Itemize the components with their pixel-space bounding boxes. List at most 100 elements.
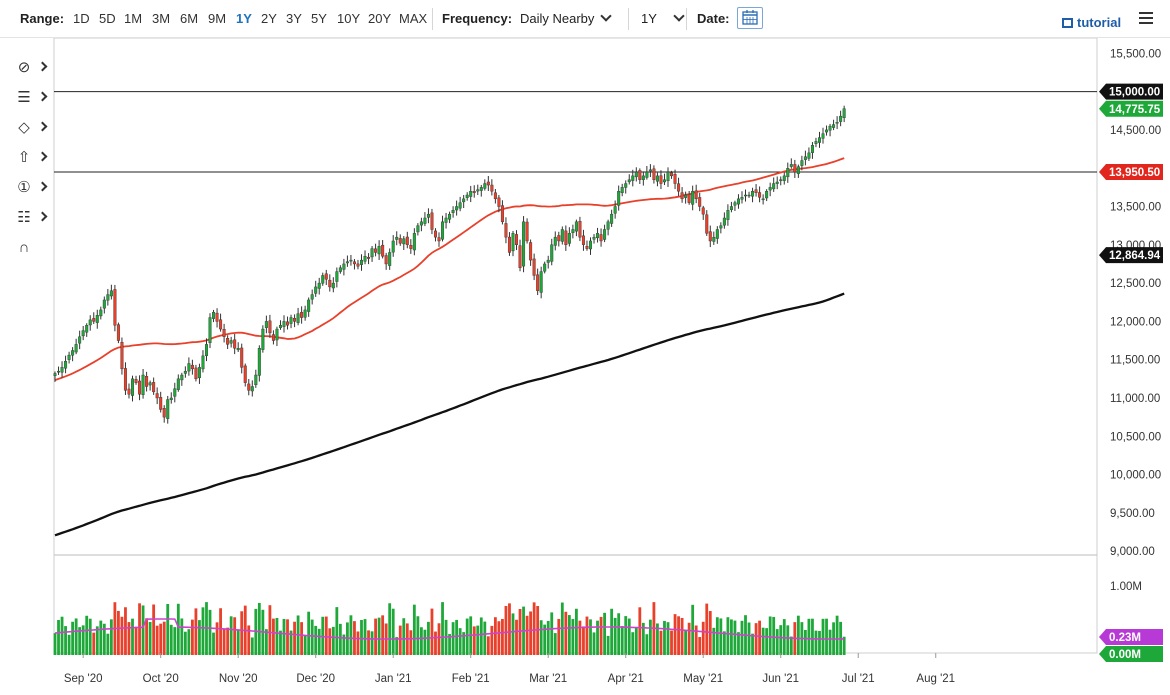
candle-body: [377, 246, 381, 255]
volume-bar: [314, 625, 318, 655]
volume-bar: [159, 623, 163, 655]
candle-body: [95, 315, 99, 323]
y-tick-label: 10,000.00: [1110, 470, 1161, 482]
candle-body: [701, 207, 705, 215]
volume-bar: [553, 633, 557, 655]
range-10y[interactable]: 10Y: [337, 11, 361, 26]
frequency-select[interactable]: Daily Nearby: [520, 10, 613, 26]
range-5d[interactable]: 5D: [99, 11, 116, 26]
range-6m[interactable]: 6M: [180, 11, 199, 26]
volume-bar: [430, 608, 434, 655]
candle-body: [736, 198, 740, 205]
candle-body: [772, 183, 776, 190]
candle-body: [504, 223, 508, 238]
candle-body: [282, 321, 286, 327]
price-tag-bg: [1099, 247, 1163, 264]
x-tick-label: Oct '20: [143, 673, 179, 685]
volume-bar: [402, 618, 406, 655]
volume-bar: [825, 618, 828, 655]
volume-bar: [786, 625, 790, 655]
candle-body: [666, 171, 670, 182]
range-20y[interactable]: 20Y: [368, 11, 392, 26]
range-2y[interactable]: 2Y: [261, 11, 277, 26]
volume-bar: [395, 637, 399, 655]
volume-bar: [71, 621, 75, 655]
range-max[interactable]: MAX: [399, 11, 428, 26]
volume-bar: [264, 629, 268, 655]
candle-body: [412, 233, 416, 251]
volume-bar: [272, 618, 275, 655]
volume-bar: [638, 607, 642, 655]
volume-bar: [730, 619, 733, 655]
range-9m[interactable]: 9M: [208, 11, 227, 26]
volume-bar: [419, 627, 423, 655]
candle-body: [145, 376, 149, 387]
period-select[interactable]: 1Y: [641, 10, 685, 26]
candle-body: [814, 141, 818, 144]
range-1d[interactable]: 1D: [73, 11, 90, 26]
candle-body: [247, 383, 251, 391]
volume-bar: [613, 617, 617, 655]
chart-area[interactable]: 15,500.0015,000.0014,500.0013,500.0013,0…: [0, 38, 1170, 695]
candle-body: [670, 172, 674, 177]
menu-button[interactable]: [1139, 12, 1153, 26]
volume-bar: [162, 621, 166, 655]
volume-bar: [187, 629, 191, 655]
tool-arrow[interactable]: ⇧: [10, 146, 50, 170]
date-picker-button[interactable]: [737, 7, 763, 29]
candle-body: [557, 235, 561, 242]
candle-body: [342, 263, 346, 270]
volume-bar: [455, 619, 459, 655]
price-tag-bg: [1099, 83, 1163, 100]
range-1m[interactable]: 1M: [124, 11, 143, 26]
candle-body: [507, 236, 511, 253]
volume-bar: [663, 620, 666, 655]
x-tick-label: Apr '21: [608, 673, 644, 685]
volume-bar: [180, 618, 184, 655]
candle-body: [204, 344, 208, 357]
candle-body: [786, 168, 790, 178]
volume-bar: [124, 607, 127, 655]
tool-crosshair[interactable]: ⊘: [10, 56, 50, 80]
volume-bar: [775, 629, 779, 655]
tool-trendline[interactable]: ☰: [10, 86, 50, 110]
tool-annotation[interactable]: ①: [10, 176, 50, 200]
candle-body: [338, 267, 342, 272]
volume-bar: [141, 605, 145, 655]
candle-body: [560, 229, 564, 242]
range-3y[interactable]: 3Y: [286, 11, 302, 26]
tool-fibonacci[interactable]: ☷: [10, 206, 50, 230]
volume-bar: [811, 618, 814, 655]
candle-body: [352, 261, 356, 265]
tool-magnet[interactable]: ∩: [10, 236, 50, 260]
tool-shape[interactable]: ◇: [10, 116, 50, 140]
candle-body: [617, 190, 621, 206]
volume-bar: [310, 619, 314, 655]
candle-body: [687, 194, 691, 203]
range-3m[interactable]: 3M: [152, 11, 171, 26]
volume-bar: [606, 635, 610, 655]
volume-bar: [508, 603, 511, 655]
volume-bar: [416, 616, 420, 655]
candle-body: [314, 286, 318, 294]
volume-bar: [828, 629, 832, 655]
range-5y[interactable]: 5Y: [311, 11, 327, 26]
range-1y[interactable]: 1Y: [236, 11, 252, 26]
candle-body: [423, 217, 427, 224]
volume-bar: [620, 625, 624, 655]
candle-body: [264, 321, 268, 328]
range-label: Range:: [20, 11, 65, 26]
candle-body: [613, 206, 617, 214]
candle-body: [148, 382, 152, 386]
tutorial-link[interactable]: tutorial: [1062, 15, 1121, 30]
candle-body: [166, 399, 170, 419]
volume-bar: [198, 620, 201, 655]
candle-body: [641, 175, 645, 180]
volume-bar: [670, 630, 673, 655]
x-tick-label: Sep '20: [64, 673, 103, 685]
volume-bar: [486, 636, 490, 655]
volume-bar: [81, 625, 85, 655]
x-tick-label: Dec '20: [296, 673, 335, 685]
volume-bar: [423, 629, 427, 655]
candle-body: [127, 388, 131, 395]
